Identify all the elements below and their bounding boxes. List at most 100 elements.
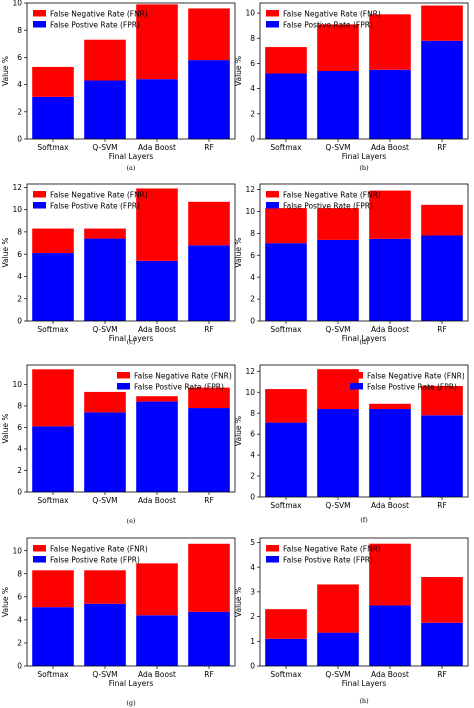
x-tick-label-h-3: RF bbox=[437, 670, 447, 679]
axes-frame-g bbox=[26, 537, 236, 667]
bar-c-fnr-1 bbox=[84, 228, 126, 239]
legend-swatch-d-fnr bbox=[266, 191, 279, 198]
chart-panel-e: Softmax Q-SVM Ada Boost RF 0 2 4 6 8 10 Value % Fal… bbox=[1, 364, 236, 525]
legend-swatch-a-fnr bbox=[33, 10, 46, 17]
legend-swatch-g-fpr bbox=[33, 556, 46, 563]
y-axis-label-b: Value % bbox=[234, 56, 243, 86]
x-tick-label-a-3: RF bbox=[204, 143, 214, 152]
y-tick-label-f-0: 0 bbox=[250, 493, 255, 502]
legend-swatch-c-fpr bbox=[33, 202, 46, 209]
legend-swatch-h-fpr bbox=[266, 556, 279, 563]
x-tick-label-d-3: RF bbox=[437, 325, 447, 334]
bar-c-fnr-3 bbox=[188, 201, 230, 246]
bar-b-fpr-2 bbox=[369, 69, 411, 139]
legend-label-a-fnr: False Negative Rate (FNR) bbox=[50, 9, 148, 18]
legend-label-d-fnr: False Negative Rate (FNR) bbox=[283, 190, 381, 199]
bar-e-fnr-2 bbox=[136, 396, 178, 402]
bar-h-fpr-3 bbox=[421, 622, 463, 666]
y-tick-label-g-0: 0 bbox=[17, 662, 22, 671]
y-axis-label-h: Value % bbox=[234, 587, 243, 617]
legend-label-e-fnr: False Negative Rate (FNR) bbox=[134, 371, 232, 380]
bar-e-fpr-0 bbox=[32, 426, 74, 492]
bar-b-fnr-0 bbox=[265, 47, 307, 74]
y-tick-label-f-6: 12 bbox=[245, 367, 255, 376]
bar-f-fpr-1 bbox=[317, 409, 359, 497]
bar-b-fpr-3 bbox=[421, 40, 463, 139]
y-tick-label-c-2: 4 bbox=[17, 272, 22, 281]
bar-c-fpr-1 bbox=[84, 238, 126, 321]
legend-label-g-fpr: False Postive Rate (FPR) bbox=[50, 555, 140, 564]
bar-a-fnr-2 bbox=[136, 4, 178, 80]
x-tick-label-h-2: Ada Boost bbox=[371, 670, 409, 679]
legend-label-g-fnr: False Negative Rate (FNR) bbox=[50, 544, 148, 553]
x-tick-label-d-0: Softmax bbox=[270, 325, 302, 334]
x-axis-label-h: Final Layers bbox=[342, 679, 387, 688]
axes-frame-h bbox=[259, 537, 469, 667]
bar-g-fnr-1 bbox=[84, 570, 126, 604]
legend-swatch-h-fnr bbox=[266, 545, 279, 552]
bar-h-fnr-1 bbox=[317, 584, 359, 633]
legend-label-e-fpr: False Postive Rate (FPR) bbox=[134, 382, 224, 391]
bar-c-fnr-2 bbox=[136, 188, 178, 261]
panel-caption-c: (c) bbox=[127, 338, 136, 346]
y-tick-label-c-6: 12 bbox=[12, 183, 22, 192]
y-tick-label-e-3: 6 bbox=[17, 423, 22, 432]
x-axis-label-c: Final Layers bbox=[109, 334, 154, 343]
y-tick-label-b-3: 6 bbox=[250, 59, 255, 68]
x-tick-label-g-3: RF bbox=[204, 670, 214, 679]
bar-g-fpr-2 bbox=[136, 615, 178, 666]
legend-swatch-f-fnr bbox=[350, 372, 363, 379]
bar-g-fnr-3 bbox=[188, 543, 230, 612]
chart-panel-d: Softmax Q-SVM Ada Boost RF 0 2 4 6 8 10 12 Value % F… bbox=[234, 183, 469, 346]
x-tick-label-d-1: Q-SVM bbox=[325, 325, 350, 334]
bar-d-fpr-1 bbox=[317, 239, 359, 321]
x-tick-label-g-2: Ada Boost bbox=[138, 670, 176, 679]
bar-f-fnr-0 bbox=[265, 389, 307, 423]
legend-swatch-e-fpr bbox=[117, 383, 130, 390]
legend-label-a-fpr: False Postive Rate (FPR) bbox=[50, 20, 140, 29]
chart-panel-h: Softmax Q-SVM Ada Boost RF 0 1 2 3 4 5 Value % Fina… bbox=[234, 537, 469, 705]
bar-d-fpr-0 bbox=[265, 243, 307, 321]
x-tick-label-a-1: Q-SVM bbox=[92, 143, 117, 152]
y-tick-label-b-5: 10 bbox=[245, 9, 255, 18]
bar-f-fpr-3 bbox=[421, 415, 463, 497]
bar-a-fpr-1 bbox=[84, 80, 126, 139]
y-tick-label-e-0: 0 bbox=[17, 488, 22, 497]
legend-swatch-c-fnr bbox=[33, 191, 46, 198]
y-tick-label-f-2: 4 bbox=[250, 451, 255, 460]
bar-g-fpr-0 bbox=[32, 607, 74, 666]
bar-c-fpr-0 bbox=[32, 253, 74, 321]
y-tick-label-c-4: 8 bbox=[17, 227, 22, 236]
legend-label-b-fpr: False Postive Rate (FPR) bbox=[283, 20, 373, 29]
panel-caption-b: (b) bbox=[359, 164, 369, 172]
y-tick-label-h-0: 0 bbox=[250, 662, 255, 671]
chart-panel-a: Softmax Q-SVM Ada Boost RF 0 2 4 6 8 10 Value % Fin… bbox=[1, 0, 236, 172]
y-axis-label-g: Value % bbox=[1, 587, 10, 617]
bar-d-fnr-0 bbox=[265, 208, 307, 244]
y-tick-label-e-2: 4 bbox=[17, 445, 22, 454]
x-tick-label-e-2: Ada Boost bbox=[138, 496, 176, 505]
y-tick-label-e-4: 8 bbox=[17, 401, 22, 410]
legend-label-c-fnr: False Negative Rate (FNR) bbox=[50, 190, 148, 199]
y-tick-label-h-2: 2 bbox=[250, 612, 255, 621]
legend-swatch-b-fpr bbox=[266, 21, 279, 28]
bar-f-fpr-2 bbox=[369, 409, 411, 497]
legend-swatch-g-fnr bbox=[33, 545, 46, 552]
bar-a-fpr-3 bbox=[188, 60, 230, 140]
bar-e-fnr-3 bbox=[188, 387, 230, 409]
bar-d-fpr-2 bbox=[369, 238, 411, 321]
y-tick-label-a-1: 2 bbox=[17, 107, 22, 116]
legend-label-h-fnr: False Negative Rate (FNR) bbox=[283, 544, 381, 553]
legend-swatch-f-fpr bbox=[350, 383, 363, 390]
legend-label-f-fpr: False Postive Rate (FPR) bbox=[367, 382, 457, 391]
axes-frame-b bbox=[259, 2, 469, 140]
y-axis-label-a: Value % bbox=[1, 56, 10, 86]
axes-frame-a bbox=[26, 2, 236, 140]
bar-b-fpr-0 bbox=[265, 73, 307, 139]
x-tick-label-g-1: Q-SVM bbox=[92, 670, 117, 679]
x-axis-label-g: Final Layers bbox=[109, 679, 154, 688]
bar-a-fnr-1 bbox=[84, 39, 126, 81]
x-tick-label-b-2: Ada Boost bbox=[371, 143, 409, 152]
y-tick-label-c-3: 6 bbox=[17, 250, 22, 259]
y-tick-label-c-5: 10 bbox=[12, 205, 22, 214]
